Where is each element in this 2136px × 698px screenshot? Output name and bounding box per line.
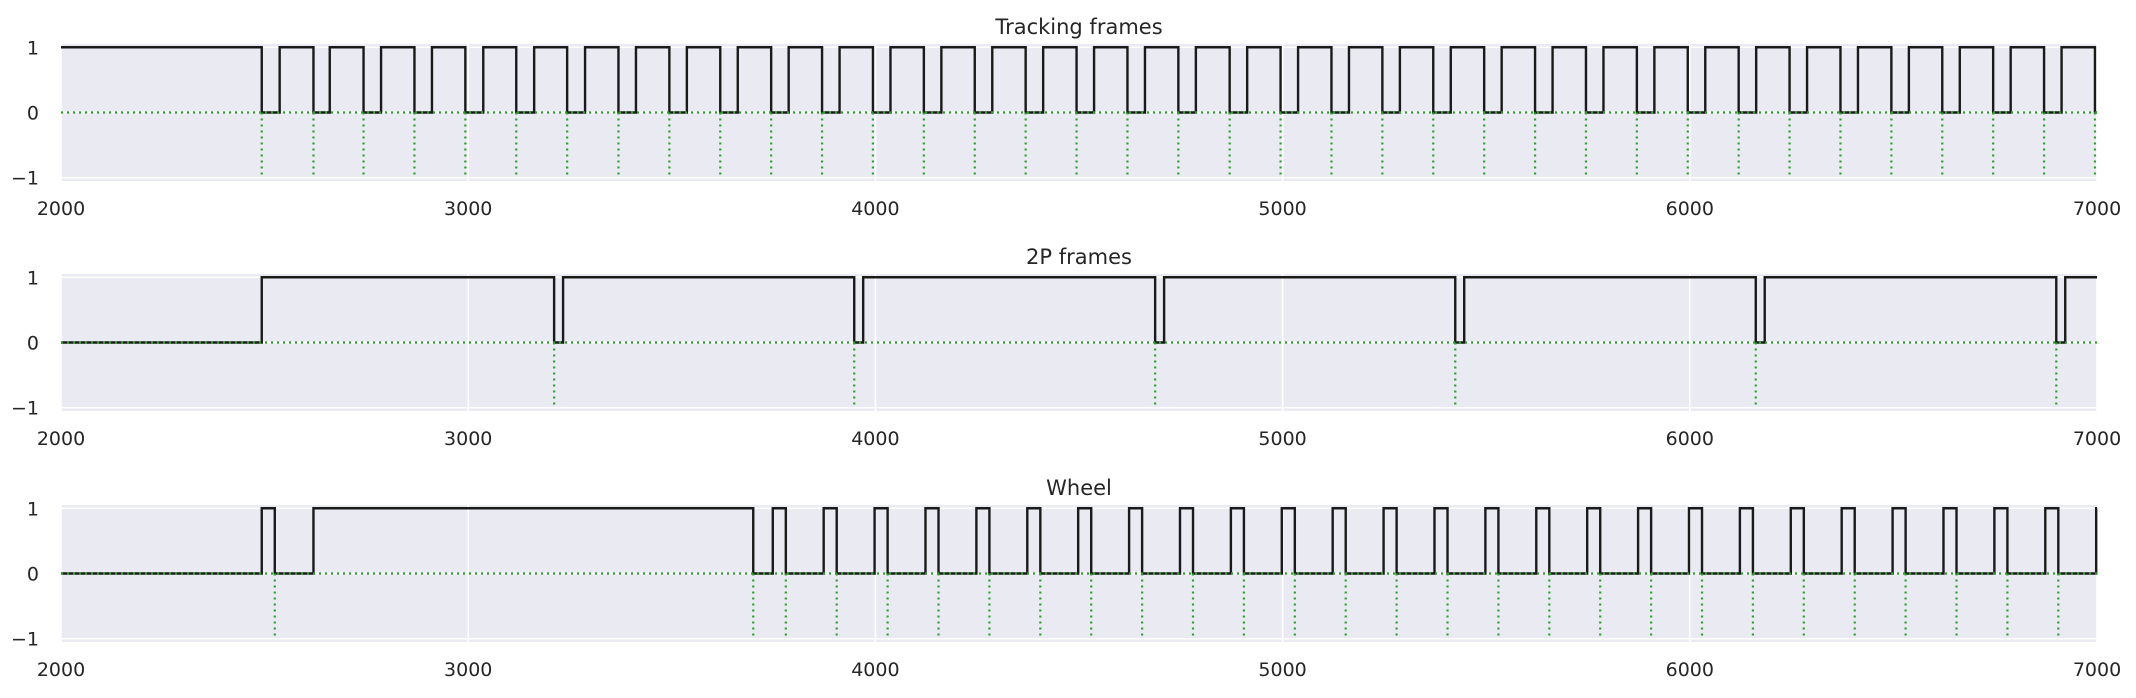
y-tick-label: 1 xyxy=(27,498,39,520)
x-tick-label: 2000 xyxy=(37,428,85,450)
y-tick-label: −1 xyxy=(11,629,39,651)
panel-2p-frames: 2P frames 2000 3000 4000 5000 6000 7000 1 0 −1 xyxy=(11,245,2121,450)
x-tick-label: 5000 xyxy=(1258,428,1306,450)
y-tick-label: −1 xyxy=(11,168,39,190)
x-tick-label: 7000 xyxy=(2073,659,2121,681)
x-tick-label: 6000 xyxy=(1666,659,1714,681)
x-tick-label: 4000 xyxy=(851,198,899,220)
x-tick-label: 3000 xyxy=(444,659,492,681)
x-tick-label: 5000 xyxy=(1258,198,1306,220)
x-tick-label: 5000 xyxy=(1258,659,1306,681)
y-tick-label: 0 xyxy=(27,564,39,586)
y-tick-label: 1 xyxy=(27,37,39,59)
tick-labels: 2000 3000 4000 5000 6000 7000 1 0 −1 xyxy=(11,37,2121,220)
y-tick-label: −1 xyxy=(11,398,39,420)
panel-title: Wheel xyxy=(1046,476,1112,500)
x-tick-label: 2000 xyxy=(37,198,85,220)
tick-labels: 2000 3000 4000 5000 6000 7000 1 0 −1 xyxy=(11,498,2121,681)
x-tick-label: 6000 xyxy=(1666,198,1714,220)
x-tick-label: 7000 xyxy=(2073,198,2121,220)
series-marks xyxy=(61,507,2098,639)
signal-line xyxy=(61,276,2097,344)
x-tick-label: 3000 xyxy=(444,428,492,450)
x-tick-label: 3000 xyxy=(444,198,492,220)
x-tick-label: 6000 xyxy=(1666,428,1714,450)
series-marks xyxy=(61,46,2097,178)
signal-line xyxy=(61,507,2098,575)
series-marks xyxy=(61,276,2097,408)
y-tick-label: 0 xyxy=(27,103,39,125)
panel-title: Tracking frames xyxy=(994,15,1162,39)
y-tick-label: 1 xyxy=(27,267,39,289)
x-tick-label: 4000 xyxy=(851,428,899,450)
x-tick-label: 7000 xyxy=(2073,428,2121,450)
x-tick-label: 4000 xyxy=(851,659,899,681)
y-tick-label: 0 xyxy=(27,333,39,355)
panel-tracking-frames: Tracking frames 2000 3000 4000 5000 6000 7000… xyxy=(11,15,2121,220)
tick-labels: 2000 3000 4000 5000 6000 7000 1 0 −1 xyxy=(11,267,2121,450)
x-tick-label: 2000 xyxy=(37,659,85,681)
panel-wheel: Wheel 2000 3000 4000 5000 6000 7000 1 0 −1 xyxy=(11,476,2121,681)
signal-line xyxy=(61,46,2097,114)
panel-title: 2P frames xyxy=(1026,245,1132,269)
